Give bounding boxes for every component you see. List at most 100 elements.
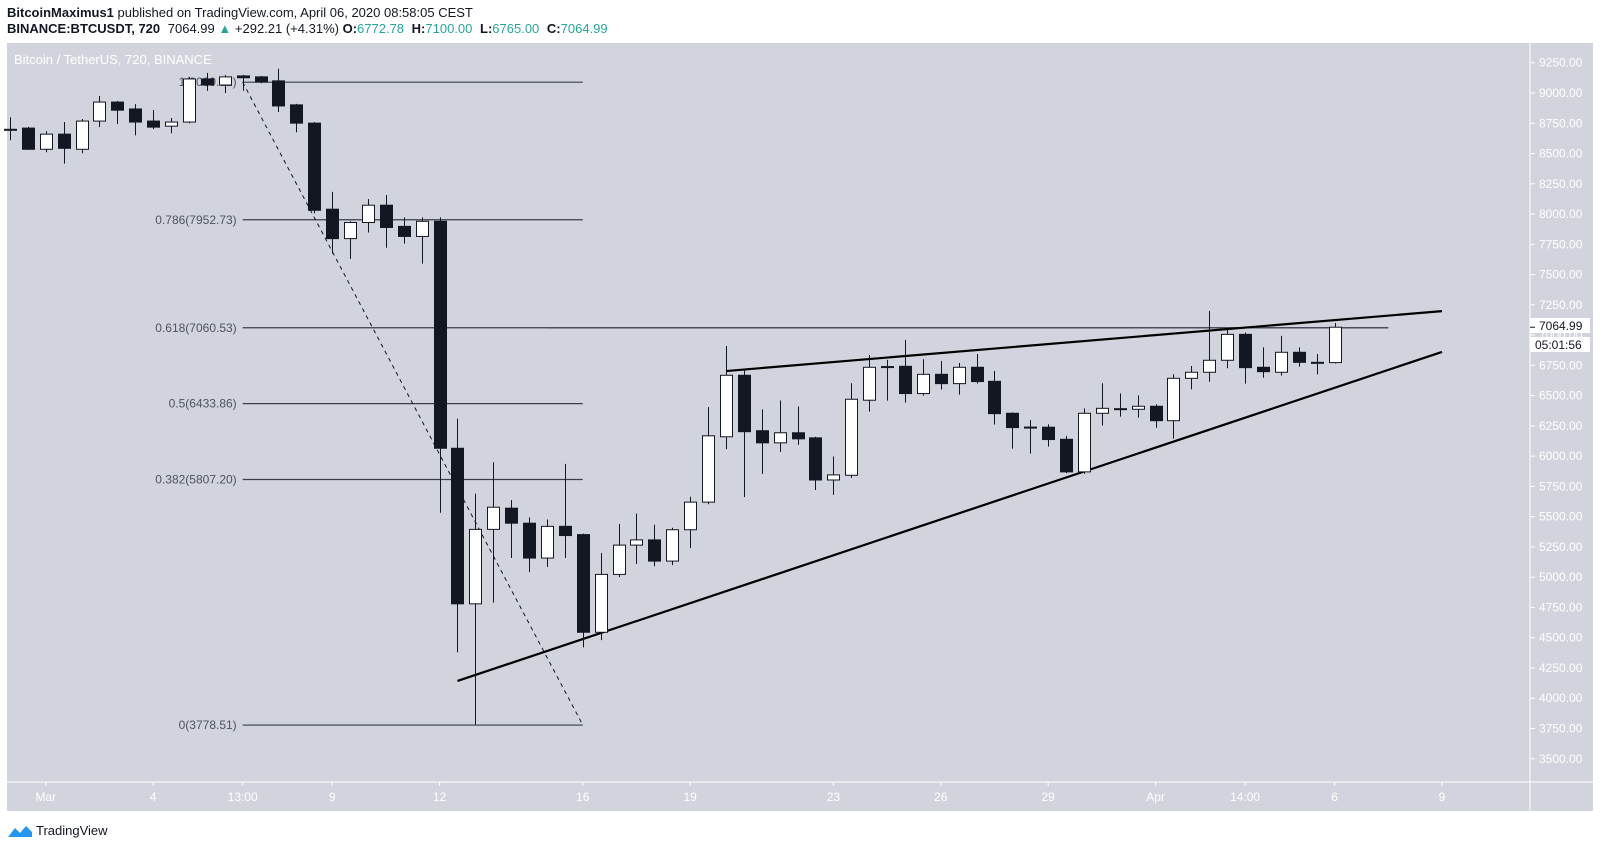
- bullish-candle: [881, 359, 894, 401]
- candle-body: [1167, 377, 1180, 422]
- candle-body: [899, 365, 912, 395]
- bullish-candle: [1078, 408, 1091, 474]
- bearish-candle: [648, 524, 661, 567]
- candle-body: [988, 380, 1001, 415]
- bullish-candle: [416, 217, 429, 264]
- bullish-candle: [1024, 419, 1037, 454]
- price-tick-label: 4500.00: [1539, 631, 1583, 645]
- bullish-candle: [684, 496, 697, 549]
- bullish-candle: [1329, 322, 1342, 364]
- bearish-candle: [111, 100, 124, 125]
- candle-body: [344, 222, 357, 240]
- fib-retracement[interactable]: 1(9089.12)0.786(7952.73)0.618(7060.53)0.…: [155, 75, 583, 732]
- price-tick-label: 8750.00: [1539, 116, 1583, 130]
- candle-body: [1132, 405, 1145, 410]
- candle-body: [219, 76, 232, 86]
- candle-body: [434, 220, 447, 449]
- candle-body: [237, 75, 250, 79]
- candle-body: [935, 373, 948, 385]
- bearish-candle: [738, 369, 751, 498]
- price-tick-label: 7750.00: [1539, 237, 1583, 251]
- candle-body: [183, 78, 196, 123]
- bearish-candle: [1060, 435, 1073, 474]
- high-value: 7100.00: [425, 21, 473, 36]
- candles: [4, 68, 1342, 725]
- bullish-candle: [93, 96, 106, 128]
- bearish-candle: [792, 406, 805, 445]
- candle-body: [756, 430, 769, 444]
- fib-level-label: 0.382(5807.20): [155, 472, 236, 486]
- bullish-candle: [702, 407, 715, 505]
- bearish-candle: [505, 500, 518, 559]
- bar-countdown: 05:01:56: [1535, 338, 1582, 352]
- drawings[interactable]: [242, 81, 1443, 726]
- bearish-candle: [899, 339, 912, 403]
- candle-body: [416, 220, 429, 237]
- time-tick-label: 14:00: [1230, 790, 1260, 804]
- bearish-candle: [1239, 332, 1252, 384]
- price-tick-label: 8250.00: [1539, 177, 1583, 191]
- candle-body: [1221, 333, 1234, 361]
- candle-body: [469, 528, 482, 605]
- bearish-candle: [237, 74, 250, 91]
- bearish-candle: [809, 436, 822, 491]
- candle-body: [22, 127, 35, 150]
- price-change: +292.21 (+4.31%): [234, 21, 339, 36]
- time-axis[interactable]: Mar 4 13:00 9 12 16 19 23 26 29 Apr 14:00 6 9: [35, 782, 1446, 804]
- candle-body: [1203, 359, 1216, 373]
- price-tick-label: 4750.00: [1539, 600, 1583, 614]
- candle-body: [290, 104, 303, 124]
- triangle-up-icon: ▲: [218, 21, 232, 36]
- time-tick-label: Mar: [35, 790, 56, 804]
- candle-body: [1042, 426, 1055, 441]
- high-label: H:: [411, 21, 426, 36]
- price-tick-label: 8500.00: [1539, 147, 1583, 161]
- symbol-info: BINANCE:BTCUSDT, 720 7064.99 ▲ +292.21 (…: [7, 21, 608, 36]
- candle-body: [58, 133, 71, 149]
- chart-title: Bitcoin / TetherUS, 720, BINANCE: [14, 52, 212, 67]
- bearish-candle: [935, 360, 948, 390]
- candle-body: [487, 506, 500, 530]
- time-tick-label: 16: [576, 790, 590, 804]
- time-tick-label: Apr: [1146, 790, 1165, 804]
- candle-body: [1006, 412, 1019, 429]
- price-tick-label: 4250.00: [1539, 661, 1583, 675]
- candle-body: [702, 435, 715, 503]
- bullish-candle: [613, 523, 626, 578]
- bearish-candle: [272, 68, 285, 112]
- bearish-candle: [129, 104, 142, 136]
- candle-body: [1114, 408, 1127, 411]
- candle-body: [792, 432, 805, 440]
- price-tick-label: 3500.00: [1539, 752, 1583, 766]
- candle-body: [505, 507, 518, 524]
- candle-body: [666, 529, 679, 562]
- tradingview-logo[interactable]: TradingView: [8, 823, 108, 838]
- publish-info: BitcoinMaximus1 published on TradingView…: [7, 5, 473, 20]
- candle-body: [201, 78, 214, 86]
- candle-body: [165, 121, 178, 127]
- author-name[interactable]: BitcoinMaximus1: [7, 5, 114, 20]
- bearish-candle: [988, 370, 1001, 425]
- bearish-candle: [290, 103, 303, 133]
- bullish-candle: [362, 199, 375, 233]
- candle-body: [648, 539, 661, 562]
- candle-body: [827, 474, 840, 481]
- price-tick-label: 7500.00: [1539, 268, 1583, 282]
- fib-trend-dashed-line: [242, 81, 584, 726]
- bullish-candle: [344, 221, 357, 259]
- bearish-candle: [971, 353, 984, 384]
- bearish-candle: [58, 122, 71, 164]
- candle-body: [684, 501, 697, 531]
- time-tick-label: 9: [329, 790, 336, 804]
- price-tick-label: 6250.00: [1539, 419, 1583, 433]
- bullish-candle: [666, 527, 679, 566]
- candle-body: [272, 80, 285, 107]
- fib-level-label: 0.618(7060.53): [155, 321, 236, 335]
- bullish-candle: [953, 362, 966, 395]
- price-tick-label: 3750.00: [1539, 721, 1583, 735]
- time-tick-label: 6: [1331, 790, 1338, 804]
- price-tick-label: 5500.00: [1539, 510, 1583, 524]
- price-tick-label: 6500.00: [1539, 389, 1583, 403]
- bearish-candle: [523, 517, 536, 573]
